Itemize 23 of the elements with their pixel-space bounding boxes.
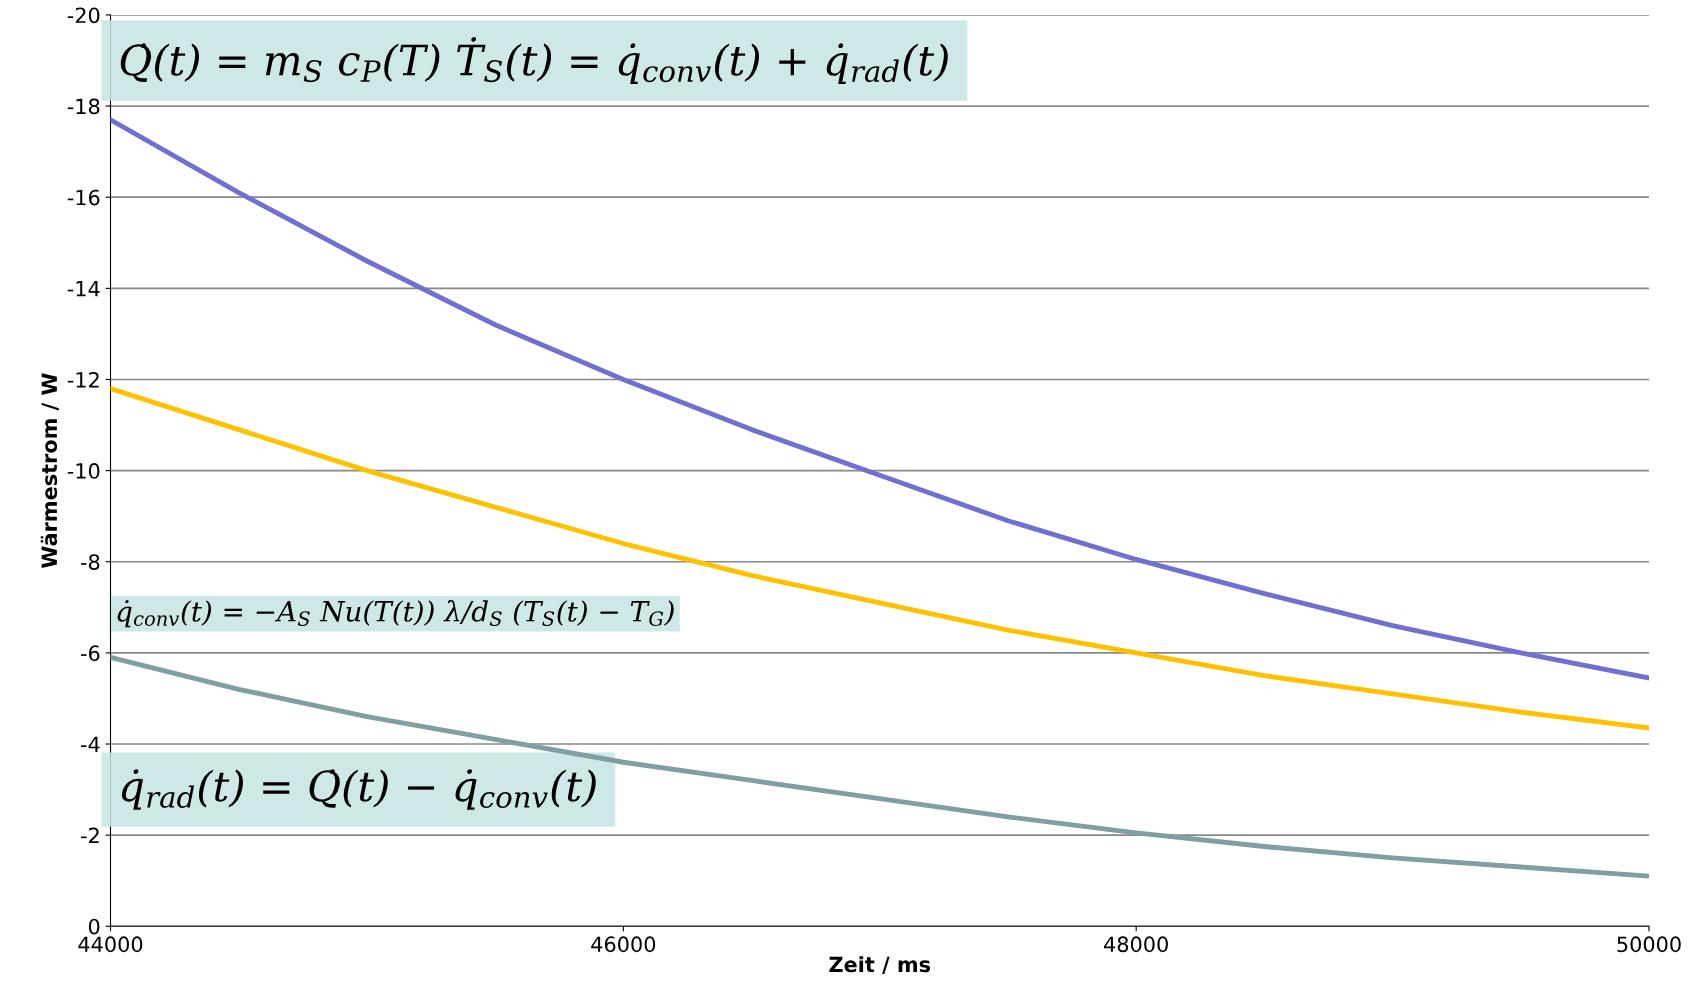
y-tick-label: -12 xyxy=(67,371,99,388)
x-tick-label: 48000 xyxy=(1104,936,1168,953)
annotation: q̇$_{rad}$(t) = Q̇(t) − q̇$_{conv}$(t) xyxy=(121,769,596,810)
y-tick-label: -10 xyxy=(67,463,100,479)
line-series xyxy=(110,117,1649,681)
y-tick-label: 0 xyxy=(88,918,100,935)
y-axis-title: Wärmestrom / W xyxy=(40,373,59,569)
y-tick-label: -2 xyxy=(81,827,99,844)
x-tick-label: 46000 xyxy=(591,936,656,953)
y-tick-label: -16 xyxy=(67,189,100,206)
text: Q̇(t) = m$_{S}$ c$_{P}$(T) Ṫ$_{S}$(t) = q̇$_{conv}$(t) + q̇$_{rad}$(t) xyxy=(120,36,948,84)
y-tick-label: -8 xyxy=(81,554,100,570)
y-tick-label: -6 xyxy=(81,645,100,662)
y-tick-label: -14 xyxy=(67,281,100,297)
x-tick-label: 50000 xyxy=(1617,936,1681,953)
x-axis-title: Zeit / ms xyxy=(829,956,931,974)
y-tick-label: -20 xyxy=(67,7,100,24)
line-series xyxy=(110,386,1649,731)
y-tick-label: -18 xyxy=(67,98,100,115)
x-tick-label: 44000 xyxy=(78,936,143,953)
text: q̇$_{conv}$(t) = −A$_{S}$ Nu(T(t)) λ/d$_{S}$ (T$_{S}$(t) − T$_{G}$) xyxy=(117,600,674,628)
y-tick-label: -4 xyxy=(81,736,100,752)
line-series xyxy=(110,655,1649,879)
